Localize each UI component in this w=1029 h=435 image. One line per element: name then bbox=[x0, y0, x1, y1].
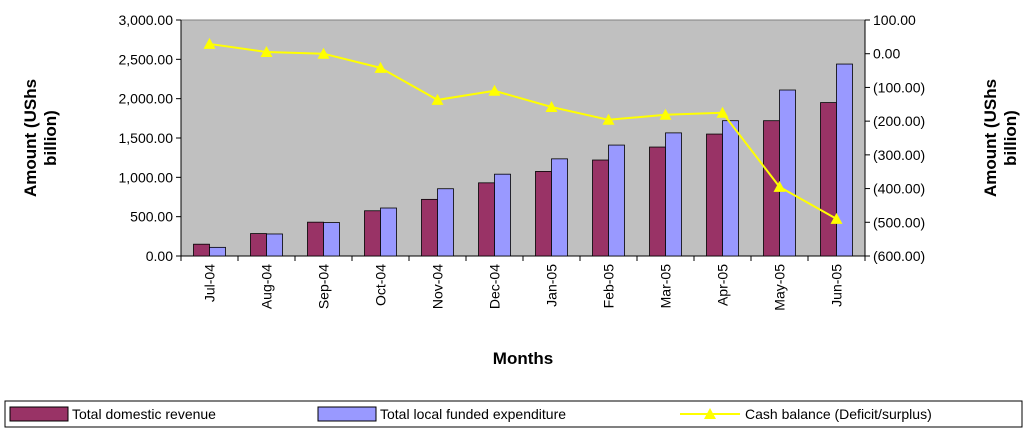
x-tick-label: Jun-05 bbox=[829, 264, 845, 307]
bar bbox=[665, 132, 682, 257]
bar bbox=[649, 146, 666, 257]
y2-tick-label: 100.00 bbox=[873, 12, 916, 28]
line-series bbox=[209, 42, 837, 220]
line-marker bbox=[317, 47, 330, 59]
x-tick-label: Apr-05 bbox=[715, 264, 731, 306]
y2-tick-label: (100.00) bbox=[873, 79, 925, 95]
bar bbox=[421, 198, 438, 257]
line-marker bbox=[374, 61, 387, 73]
y-tick-label: 2,000.00 bbox=[119, 91, 174, 107]
bar bbox=[608, 144, 625, 257]
line-marker bbox=[203, 37, 216, 49]
line-marker bbox=[830, 212, 843, 224]
bar bbox=[494, 173, 511, 257]
line-marker bbox=[260, 46, 273, 58]
bar bbox=[323, 222, 340, 257]
x-tick-label: Jan-05 bbox=[544, 264, 560, 307]
x-tick-label: Mar-05 bbox=[658, 264, 674, 309]
legend-swatch bbox=[9, 406, 69, 422]
bar bbox=[706, 133, 723, 257]
bar bbox=[592, 159, 609, 257]
y2-axis-title: Amount (UShsbillion) bbox=[981, 79, 1020, 197]
y-tick-label: 1,500.00 bbox=[119, 130, 174, 146]
line-marker bbox=[659, 108, 672, 120]
bar bbox=[380, 207, 397, 257]
legend-label: Total local funded expenditure bbox=[380, 406, 566, 422]
bar bbox=[266, 233, 283, 257]
plot-area bbox=[180, 19, 866, 257]
line-marker bbox=[602, 113, 615, 125]
bar bbox=[209, 246, 226, 257]
x-tick-label: Feb-05 bbox=[601, 264, 617, 309]
y-axis-title: Amount (UShsbillion) bbox=[21, 79, 60, 197]
bar bbox=[307, 221, 324, 257]
bar bbox=[364, 210, 381, 257]
bar bbox=[722, 120, 739, 257]
bar bbox=[437, 188, 454, 257]
x-tick-label: Sep-04 bbox=[316, 264, 332, 309]
bar bbox=[551, 158, 568, 257]
legend-label: Total domestic revenue bbox=[72, 406, 216, 422]
line-marker bbox=[545, 100, 558, 112]
y-tick-label: 1,000.00 bbox=[119, 169, 174, 185]
legend-label: Cash balance (Deficit/surplus) bbox=[745, 406, 932, 422]
y2-tick-label: (200.00) bbox=[873, 113, 925, 129]
bar bbox=[779, 89, 796, 257]
legend-marker bbox=[704, 408, 716, 419]
y2-tick-label: (400.00) bbox=[873, 181, 925, 197]
bar bbox=[478, 182, 495, 257]
line-marker bbox=[773, 180, 786, 192]
x-tick-label: Oct-04 bbox=[373, 264, 389, 306]
y-tick-label: 0.00 bbox=[146, 248, 173, 264]
bar bbox=[820, 102, 837, 257]
x-tick-label: Jul-04 bbox=[202, 264, 218, 302]
y-tick-label: 3,000.00 bbox=[119, 12, 174, 28]
x-tick-label: May-05 bbox=[772, 264, 788, 311]
legend-box bbox=[4, 400, 1023, 428]
x-tick-label: Aug-04 bbox=[259, 264, 275, 309]
y2-tick-label: (600.00) bbox=[873, 248, 925, 264]
x-tick-label: Nov-04 bbox=[430, 264, 446, 309]
line-marker bbox=[488, 84, 501, 96]
bar bbox=[836, 63, 853, 257]
legend-swatch bbox=[317, 406, 377, 422]
y-tick-label: 2,500.00 bbox=[119, 51, 174, 67]
y2-tick-label: (500.00) bbox=[873, 214, 925, 230]
y-tick-label: 500.00 bbox=[130, 209, 173, 225]
bar bbox=[250, 233, 267, 257]
bar bbox=[535, 171, 552, 257]
line-marker bbox=[431, 93, 444, 105]
x-tick-label: Dec-04 bbox=[487, 264, 503, 309]
y2-tick-label: 0.00 bbox=[873, 46, 900, 62]
y2-tick-label: (300.00) bbox=[873, 147, 925, 163]
x-axis-title: Months bbox=[493, 349, 553, 368]
line-marker bbox=[716, 106, 729, 118]
bar bbox=[193, 243, 210, 257]
